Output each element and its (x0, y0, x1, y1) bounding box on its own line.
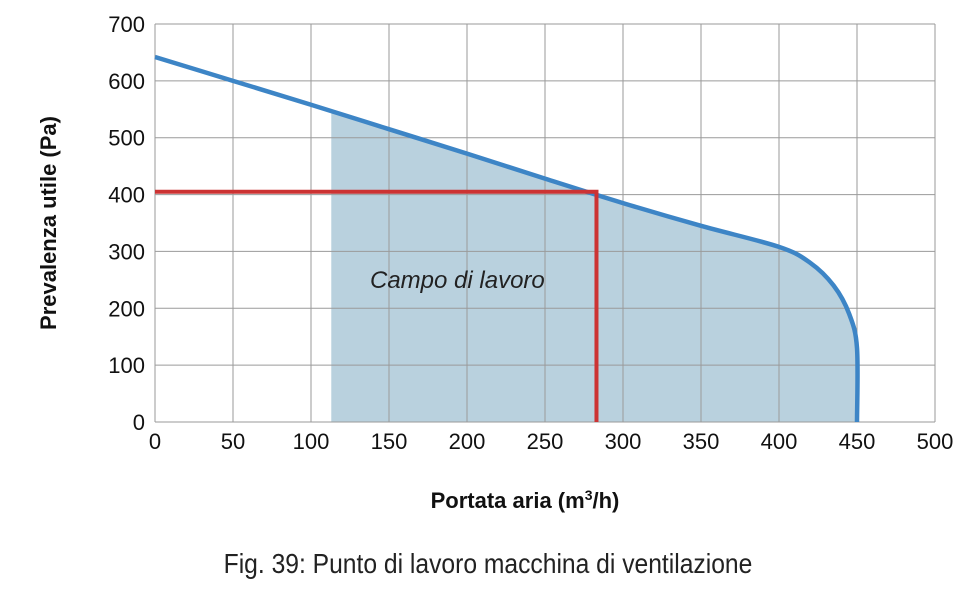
working-area-label: Campo di lavoro (370, 267, 545, 294)
x-tick-label: 150 (371, 429, 408, 454)
y-tick-label: 200 (108, 296, 145, 321)
chart: 0 50 100 150 200 250 300 350 400 450 500 0 100 200 300… (36, 12, 954, 513)
x-tick-label: 100 (293, 429, 330, 454)
y-tick-label: 300 (108, 239, 145, 264)
working-area-fill (331, 111, 858, 422)
x-tick-label: 400 (761, 429, 798, 454)
y-tick-label: 400 (108, 183, 145, 208)
x-tick-label: 200 (449, 429, 486, 454)
x-axis-title: Portata aria (m3/h) (431, 487, 620, 513)
y-tick-label: 600 (108, 69, 145, 94)
x-tick-label: 350 (683, 429, 720, 454)
x-tick-label: 0 (149, 429, 161, 454)
y-axis-title: Prevalenza utile (Pa) (36, 116, 61, 330)
y-tick-label: 500 (108, 126, 145, 151)
x-tick-label: 500 (917, 429, 954, 454)
performance-curve (154, 54, 860, 423)
figure-caption: Fig. 39: Punto di lavoro macchina di ven… (223, 548, 753, 579)
x-tick-label: 50 (221, 429, 245, 454)
y-tick-label: 700 (108, 12, 145, 37)
x-tick-label: 250 (527, 429, 564, 454)
x-tick-label: 300 (605, 429, 642, 454)
operating-point-lines (155, 189, 599, 422)
y-tick-label: 100 (108, 353, 145, 378)
y-tick-label: 0 (133, 410, 145, 435)
x-tick-label: 450 (839, 429, 876, 454)
